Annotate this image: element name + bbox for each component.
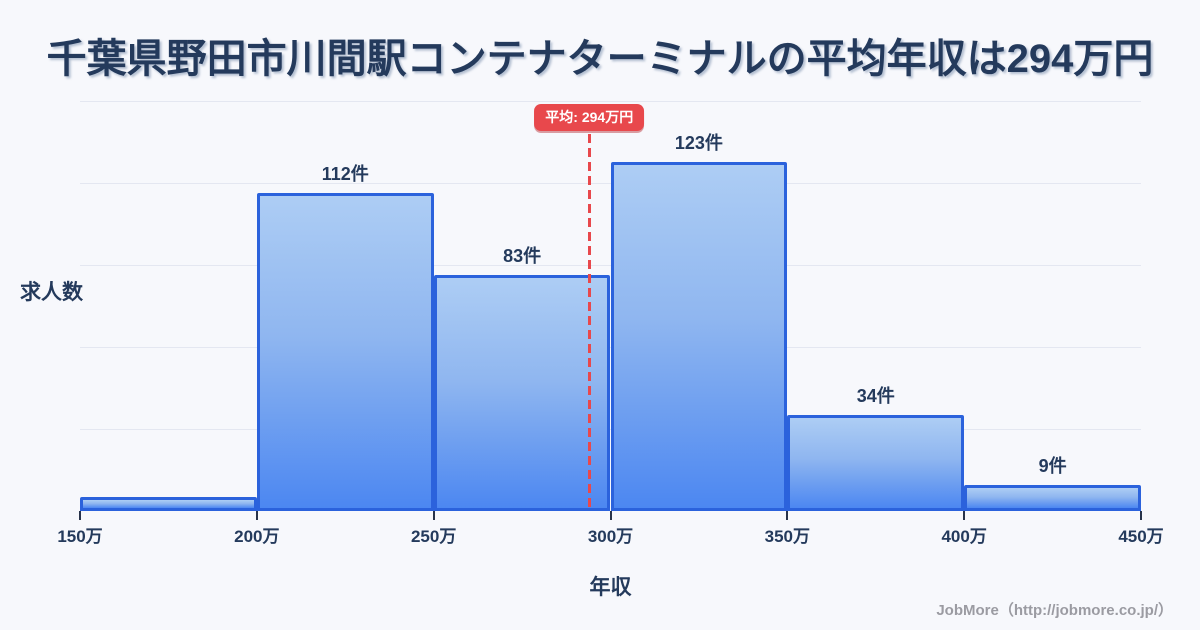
x-axis-tick [432, 511, 435, 520]
x-axis-label: 年収 [589, 576, 632, 599]
page-title: 千葉県野田市川間駅コンテナターミナルの平均年収は294万円 [46, 37, 1154, 81]
average-dashed-line [587, 134, 591, 511]
gridline [80, 101, 1141, 102]
bar-count-label: 83件 [503, 246, 542, 266]
x-axis-tick-label: 400万 [941, 527, 987, 546]
x-axis-tick-label: 200万 [234, 527, 280, 546]
bar-count-label: 112件 [321, 164, 369, 184]
x-axis-tick [79, 511, 81, 520]
x-axis-tick [255, 511, 258, 520]
x-axis-tick-label: 450万 [1118, 527, 1164, 546]
bar-count-label: 123件 [674, 133, 723, 153]
x-axis-tick [963, 511, 966, 520]
histogram-bar [610, 162, 788, 511]
histogram-bar [256, 193, 434, 511]
bar-count-label: 9件 [1038, 456, 1067, 476]
x-axis-tick-label: 150万 [57, 527, 103, 546]
x-axis-tick-label: 350万 [764, 527, 811, 546]
x-axis-tick [786, 511, 789, 520]
x-axis-tick [609, 511, 612, 520]
x-axis-tick-label: 300万 [587, 527, 634, 546]
x-axis-tick [1140, 511, 1142, 520]
footer-credit: JobMore（http://jobmore.co.jp/） [936, 602, 1173, 619]
bar-count-label: 34件 [856, 386, 895, 406]
histogram-bar [787, 415, 965, 511]
histogram-bar [964, 485, 1141, 511]
y-axis-label: 求人数 [20, 281, 83, 304]
average-badge: 平均: 294万円 [534, 104, 645, 131]
histogram-bar [80, 497, 257, 511]
x-axis-tick-label: 250万 [410, 527, 457, 546]
histogram-bar [433, 275, 611, 511]
plot-area: 112件 83件 123件 34件 9件 150万 200万 250万 300万 350万 400万… [57, 101, 1164, 546]
